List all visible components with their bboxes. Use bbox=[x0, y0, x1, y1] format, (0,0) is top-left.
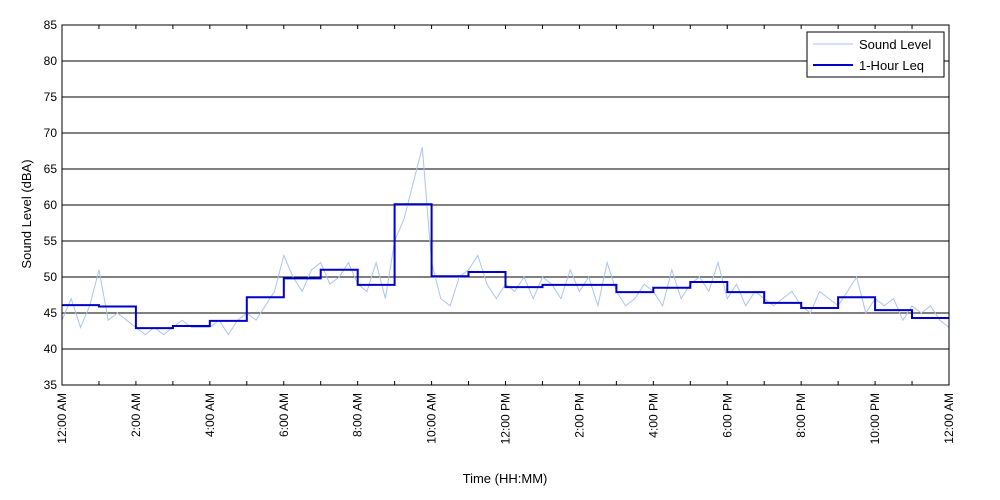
y-tick-label: 50 bbox=[44, 270, 58, 284]
y-tick-label: 80 bbox=[44, 54, 58, 68]
y-tick-label: 35 bbox=[44, 378, 58, 392]
x-tick-label: 12:00 AM bbox=[942, 393, 956, 444]
plot-frame bbox=[61, 24, 950, 386]
y-axis-title: Sound Level (dBA) bbox=[19, 159, 34, 268]
y-tick-label: 70 bbox=[44, 126, 58, 140]
x-tick-label: 6:00 PM bbox=[720, 393, 734, 438]
x-tick-label: 10:00 AM bbox=[425, 393, 439, 444]
x-axis-title: Time (HH:MM) bbox=[463, 471, 548, 486]
x-tick-label: 12:00 AM bbox=[55, 393, 69, 444]
series-line-1-hour-leq bbox=[62, 203, 949, 330]
x-tick-label: 12:00 PM bbox=[499, 393, 513, 444]
x-tick-label: 10:00 PM bbox=[868, 393, 882, 444]
y-tick-label: 65 bbox=[44, 162, 58, 176]
y-tick-label: 85 bbox=[44, 18, 58, 32]
y-tick-label: 75 bbox=[44, 90, 58, 104]
x-tick-label: 4:00 PM bbox=[646, 393, 660, 438]
x-axis-ticks: 12:00 AM 2:00 AM 4:00 AM 6:00 AM 8:00 AM 10:0… bbox=[55, 25, 956, 444]
x-tick-label: 2:00 PM bbox=[572, 393, 586, 438]
x-tick-label: 6:00 AM bbox=[277, 393, 291, 437]
y-tick-label: 55 bbox=[44, 234, 58, 248]
y-tick-label: 40 bbox=[44, 342, 58, 356]
legend-box bbox=[806, 31, 945, 78]
legend-label-1-hour-leq: 1-Hour Leq bbox=[859, 58, 924, 73]
x-tick-label: 2:00 AM bbox=[129, 393, 143, 437]
legend-label-sound-level: Sound Level bbox=[859, 37, 931, 52]
series-group bbox=[61, 147, 950, 336]
y-tick-label: 60 bbox=[44, 198, 58, 212]
legend: Sound Level 1-Hour Leq bbox=[806, 31, 945, 78]
y-tick-label: 45 bbox=[44, 306, 58, 320]
x-tick-label: 4:00 AM bbox=[203, 393, 217, 437]
x-tick-label: 8:00 AM bbox=[351, 393, 365, 437]
x-tick-label: 8:00 PM bbox=[794, 393, 808, 438]
